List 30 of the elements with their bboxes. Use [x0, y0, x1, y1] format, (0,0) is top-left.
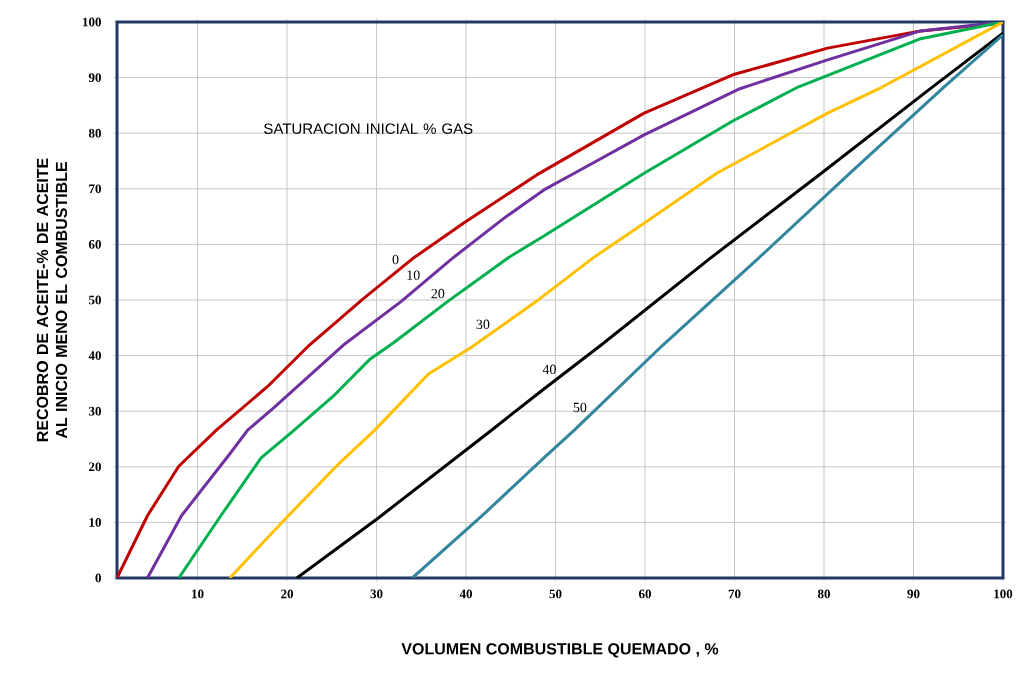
- x-tick-label: 40: [459, 589, 473, 599]
- x-tick-label: 90: [907, 589, 920, 599]
- x-tick-label: 50: [549, 589, 562, 599]
- series-label: 10: [407, 270, 420, 280]
- y-tick-label: 20: [89, 462, 101, 472]
- y-tick-label: 10: [89, 518, 101, 527]
- x-tick-label: 80: [817, 589, 831, 599]
- y-tick-label: 70: [89, 184, 101, 194]
- annotation: SATURACION INICIAL % GAS: [264, 123, 473, 134]
- series-label: 30: [476, 319, 490, 330]
- y-tick-label: 30: [88, 406, 101, 416]
- series-label: 0: [392, 254, 399, 265]
- x-tick-label: 30: [370, 589, 383, 599]
- y-tick-label: 40: [88, 351, 101, 360]
- x-tick-label: 10: [192, 589, 204, 599]
- y-tick-label: 60: [88, 240, 101, 249]
- y-tick-label: 0: [95, 573, 101, 583]
- y-tick-label: 50: [88, 295, 101, 305]
- x-tick-label: 20: [281, 589, 294, 599]
- y-tick-label: 80: [88, 128, 101, 138]
- x-tick-label: 60: [638, 589, 652, 599]
- x-tick-label: 100: [994, 589, 1013, 599]
- x-tick-label: 70: [728, 589, 741, 599]
- x-axis-title: VOLUMEN COMBUSTIBLE QUEMADO , %: [401, 643, 719, 658]
- y-tick-label: 100: [83, 17, 101, 27]
- series-label: 40: [542, 364, 556, 375]
- y-tick-label: 90: [88, 73, 101, 82]
- series-label: 20: [431, 288, 445, 299]
- series-label: 50: [573, 402, 587, 413]
- y-axis-title: RECOBRO DE ACEITE-% DE ACEITE AL INICIO MENO EL COMBUSTIBLE: [36, 158, 68, 442]
